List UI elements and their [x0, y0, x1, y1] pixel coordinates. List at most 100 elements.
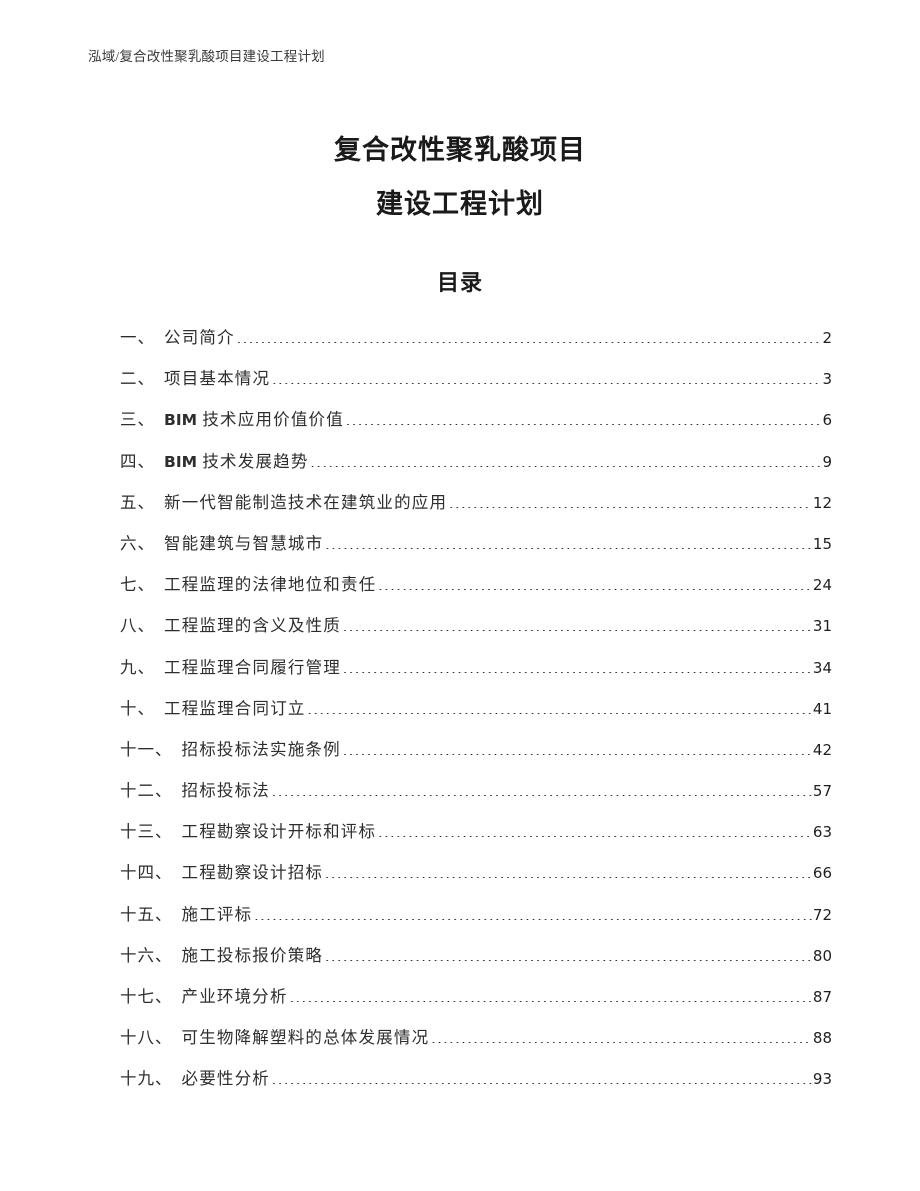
toc-leader-dots: [237, 342, 821, 343]
toc-entry-page-number: 93: [812, 1070, 832, 1089]
toc-entry-number: 十: [120, 698, 138, 718]
toc-entry[interactable]: 八、工程监理的含义及性质 31: [120, 612, 832, 653]
toc-entry[interactable]: 一、公司简介 2: [120, 324, 832, 365]
toc-entry-page-number: 66: [812, 864, 832, 883]
toc-entry-label: 公司简介: [164, 328, 235, 347]
toc-entry-label: 工程监理合同订立: [164, 698, 306, 718]
toc-entry-number: 十二: [120, 781, 155, 801]
toc-entry-separator: 、: [155, 822, 172, 842]
toc-entry[interactable]: 三、 BIM 技术应用价值价值 6: [120, 406, 832, 447]
toc-entry-label-rest: 技术应用价值价值: [197, 410, 344, 430]
toc-entry-page-number: 72: [812, 905, 832, 924]
toc-entry[interactable]: 十一、招标投标法实施条例 42: [120, 736, 832, 777]
toc-entry[interactable]: 九、工程监理合同履行管理 34: [120, 654, 832, 695]
toc-entry-separator: 、: [155, 863, 172, 883]
toc-entry-separator: 、: [137, 657, 155, 677]
toc-entry[interactable]: 十六、施工投标报价策略 80: [120, 942, 832, 983]
toc-entry-number: 四: [120, 451, 138, 471]
toc-entry-number: 十五: [120, 904, 155, 924]
toc-entry[interactable]: 七、工程监理的法律地位和责任 24: [120, 571, 832, 612]
toc-leader-dots: [343, 630, 812, 631]
toc-entry-page-number: 88: [812, 1029, 832, 1048]
toc-entry-label: 新一代智能制造技术在建筑业的应用: [164, 492, 448, 512]
toc-entry-label: 项目基本情况: [164, 369, 271, 389]
toc-entry-label: 招标投标法实施条例: [181, 739, 341, 759]
page-title: 复合改性聚乳酸项目 建设工程计划: [120, 124, 800, 232]
toc-entry-page-number: 31: [812, 617, 832, 636]
toc-entry-page-number: 63: [812, 823, 832, 842]
toc-entry-label: 工程监理的含义及性质: [164, 616, 341, 636]
toc-entry-label: 招标投标法: [181, 781, 270, 801]
toc-entry-number: 十三: [120, 822, 155, 842]
toc-entry[interactable]: 十五、施工评标 72: [120, 901, 832, 942]
toc-entry-page-number: 9: [822, 452, 832, 471]
toc-entry-page-number: 15: [812, 534, 832, 553]
toc-leader-dots: [272, 1083, 812, 1084]
toc-entry-number: 九: [120, 657, 138, 677]
toc-entry-separator: 、: [155, 945, 172, 965]
toc-entry-separator: 、: [155, 1069, 172, 1089]
toc-entry-page-number: 42: [812, 740, 832, 759]
toc-entry-separator: 、: [137, 369, 155, 389]
toc-entry-label-rest: 技术发展趋势: [197, 451, 309, 471]
toc-entry-label: 施工评标: [181, 904, 253, 924]
toc-entry-number: 十一: [120, 739, 155, 759]
toc-entry-separator: 、: [137, 328, 155, 347]
toc-entry-number: 十四: [120, 863, 155, 883]
toc-entry[interactable]: 十四、工程勘察设计招标 66: [120, 859, 832, 900]
toc-entry-page-number: 87: [812, 988, 832, 1006]
toc-entry-label: 产业环境分析: [181, 987, 288, 1006]
toc-entry-separator: 、: [155, 739, 172, 759]
toc-entry-number: 十六: [120, 945, 155, 965]
toc-entry-label: 施工投标报价策略: [181, 945, 324, 965]
toc-entry-number: 二: [120, 369, 138, 389]
toc-entry-number: 十九: [120, 1069, 155, 1089]
toc-leader-dots: [325, 960, 812, 961]
toc-entry-label-acronym: BIM: [164, 452, 198, 471]
toc-entry[interactable]: 四、 BIM 技术发展趋势 9: [120, 448, 832, 489]
toc-entry-label: 工程监理的法律地位和责任: [164, 575, 377, 595]
toc-leader-dots: [272, 383, 821, 384]
toc-leader-dots: [272, 795, 812, 796]
toc-entry[interactable]: 十三、工程勘察设计开标和评标 63: [120, 818, 832, 859]
toc-entry-label: 可生物降解塑料的总体发展情况: [181, 1028, 430, 1048]
toc-entry[interactable]: 十八、可生物降解塑料的总体发展情况 88: [120, 1024, 832, 1065]
toc-leader-dots: [325, 877, 812, 878]
toc-entry-separator: 、: [137, 698, 155, 718]
toc-entry[interactable]: 五、新一代智能制造技术在建筑业的应用 12: [120, 489, 832, 530]
toc-leader-dots: [343, 672, 812, 673]
toc-entry[interactable]: 十七、产业环境分析 87: [120, 983, 832, 1024]
toc-entry-page-number: 80: [812, 946, 832, 965]
toc-entry-label: BIM 技术应用价值价值: [164, 406, 344, 430]
toc-entry-separator: 、: [137, 410, 155, 430]
toc-leader-dots: [346, 424, 821, 425]
toc-entry-label: 工程勘察设计开标和评标: [181, 822, 377, 842]
toc-entry-label: BIM 技术发展趋势: [164, 448, 309, 472]
toc-entry-page-number: 41: [812, 699, 832, 718]
toc-entry-separator: 、: [155, 904, 172, 924]
toc-leader-dots: [254, 919, 812, 920]
toc-entry-label: 必要性分析: [181, 1069, 270, 1089]
toc-entry[interactable]: 六、智能建筑与智慧城市 15: [120, 530, 832, 571]
toc-entry-separator: 、: [137, 451, 155, 471]
toc-entry[interactable]: 十、工程监理合同订立 41: [120, 695, 832, 736]
toc-heading: 目录: [436, 271, 483, 296]
toc-entry-separator: 、: [137, 616, 155, 636]
page-title-line-1: 复合改性聚乳酸项目: [334, 135, 586, 166]
toc-entry-page-number: 3: [822, 370, 832, 389]
toc-entry-number: 七: [120, 575, 138, 595]
toc-entry[interactable]: 十九、必要性分析 93: [120, 1065, 832, 1106]
toc-entry[interactable]: 二、项目基本情况 3: [120, 365, 832, 406]
toc-entry-separator: 、: [137, 533, 155, 553]
toc-entry-separator: 、: [155, 781, 172, 801]
toc-entry-page-number: 12: [812, 493, 832, 512]
toc-entry[interactable]: 十二、招标投标法 57: [120, 777, 832, 818]
toc-leader-dots: [378, 589, 812, 590]
page-title-line-2: 建设工程计划: [376, 189, 544, 220]
toc-entry-label: 工程勘察设计招标: [181, 863, 324, 883]
toc-entry-label: 工程监理合同履行管理: [164, 657, 341, 677]
toc-entry-separator: 、: [155, 987, 172, 1006]
toc-leader-dots: [311, 466, 821, 467]
toc-leader-dots: [343, 754, 812, 755]
